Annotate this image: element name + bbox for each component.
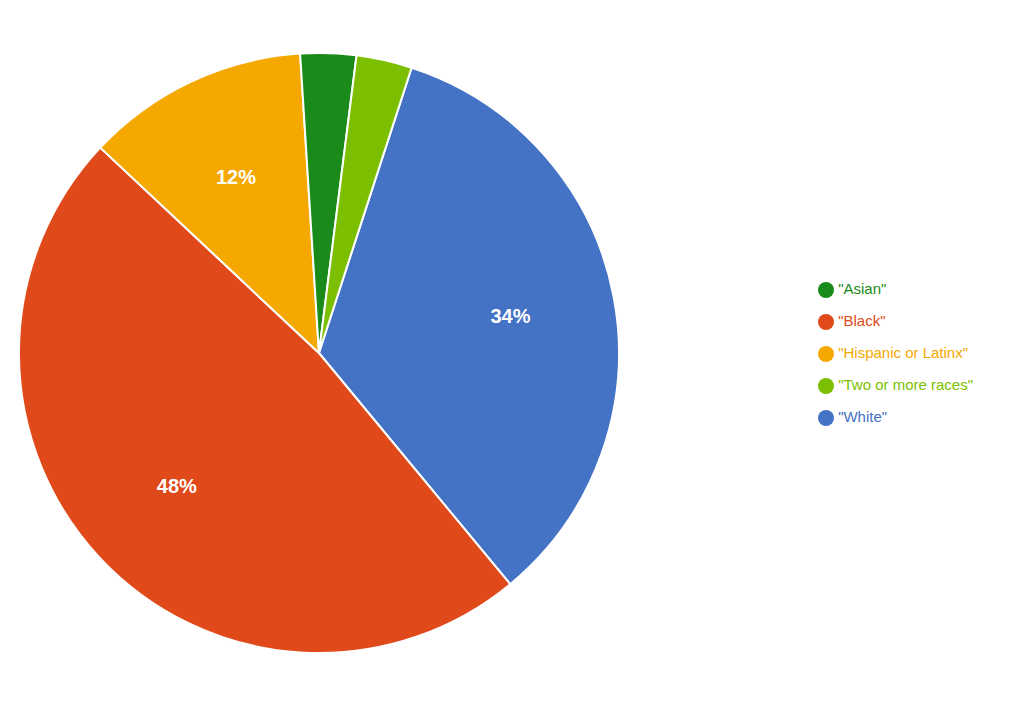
svg-text:34%: 34% (490, 305, 530, 327)
html-text:"Asian": "Asian" (838, 280, 887, 297)
html-text:"Hispanic or Latinx": "Hispanic or Latinx" (838, 344, 968, 361)
html-text:"White": "White" (838, 408, 888, 425)
html-text:"Black": "Black" (838, 312, 886, 329)
svg-text:12%: 12% (216, 166, 256, 188)
svg-text:48%: 48% (157, 475, 197, 497)
html-text:"Two or more races": "Two or more races" (838, 376, 973, 393)
